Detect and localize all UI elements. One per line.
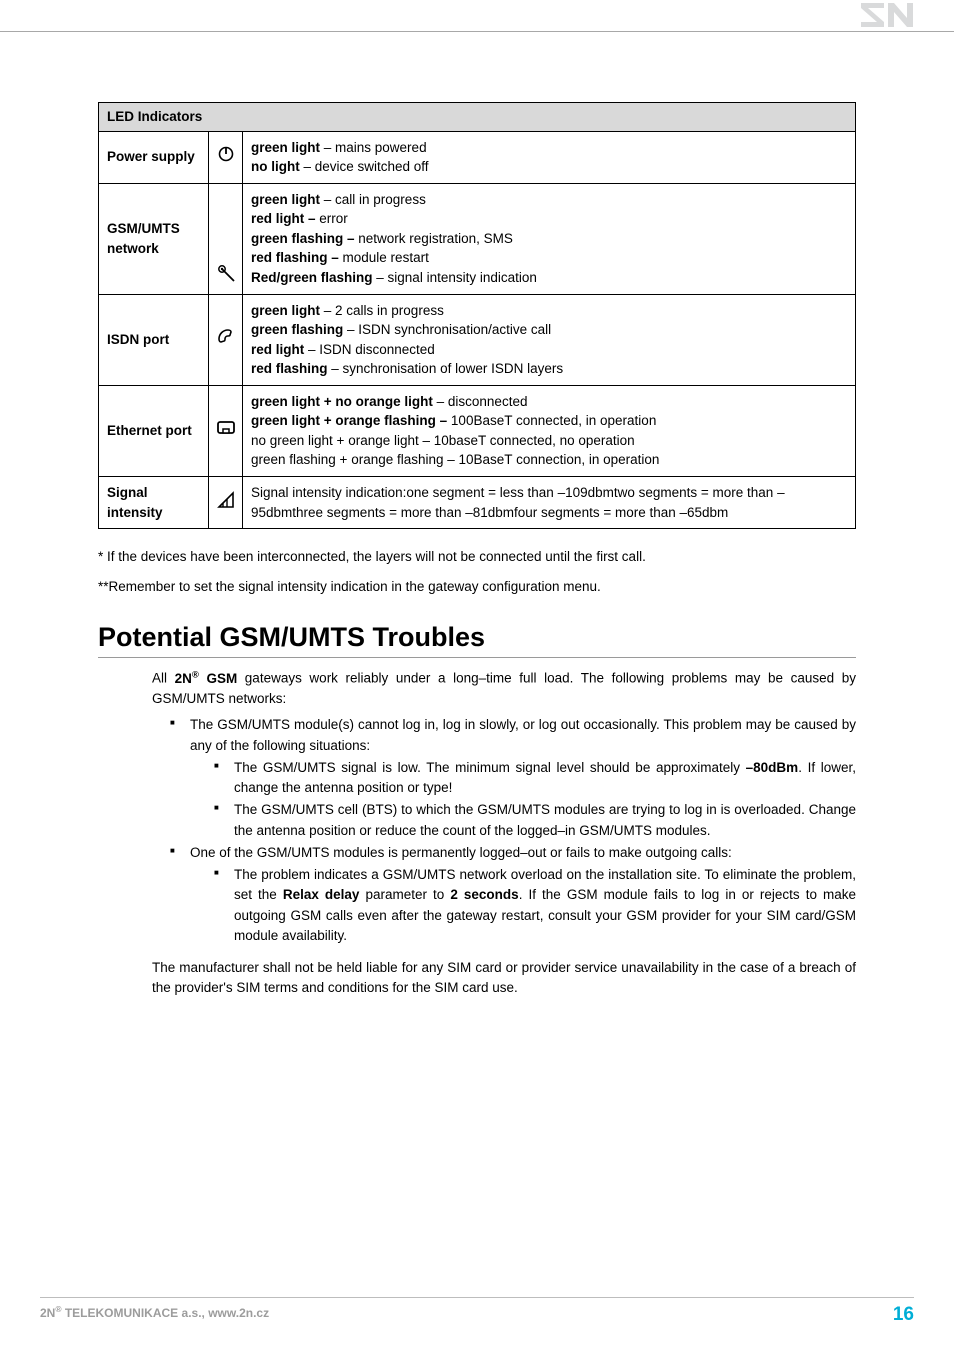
row-desc: Signal intensity indication:one segment …: [243, 477, 856, 529]
list-item: The GSM/UMTS cell (BTS) to which the GSM…: [234, 800, 856, 841]
table-footnotes: * If the devices have been interconnecte…: [98, 547, 856, 596]
page-content: LED Indicators Power supply green light …: [0, 32, 954, 999]
footnote-2: **Remember to set the signal intensity i…: [98, 577, 856, 597]
top-bar: [0, 0, 954, 32]
antenna-icon: [209, 183, 243, 294]
intro-paragraph: All 2N® GSM gateways work reliably under…: [152, 668, 856, 709]
table-row: Signal intensity Signal intensity indica…: [99, 477, 856, 529]
row-label: Power supply: [99, 131, 209, 183]
list-item: One of the GSM/UMTS modules is permanent…: [190, 843, 856, 946]
row-desc: green light – call in progress red light…: [243, 183, 856, 294]
footnote-1: * If the devices have been interconnecte…: [98, 547, 856, 567]
row-label: Signal intensity: [99, 477, 209, 529]
table-row: Power supply green light – mains powered…: [99, 131, 856, 183]
row-desc: green light + no orange light – disconne…: [243, 385, 856, 476]
power-icon: [209, 131, 243, 183]
row-label: Ethernet port: [99, 385, 209, 476]
signal-icon: [209, 477, 243, 529]
row-desc: green light – mains powered no light – d…: [243, 131, 856, 183]
led-indicators-table: LED Indicators Power supply green light …: [98, 102, 856, 529]
row-label: ISDN port: [99, 294, 209, 385]
page-footer: 2N® TELEKOMUNIKACE a.s., www.2n.cz 16: [40, 1297, 914, 1326]
row-label: GSM/UMTS network: [99, 183, 209, 294]
list-item: The GSM/UMTS module(s) cannot log in, lo…: [190, 715, 856, 841]
closing-paragraph: The manufacturer shall not be held liabl…: [152, 958, 856, 999]
table-row: Ethernet port green light + no orange li…: [99, 385, 856, 476]
table-header: LED Indicators: [99, 103, 856, 132]
table-row: GSM/UMTS network green light – call in p…: [99, 183, 856, 294]
list-item: The problem indicates a GSM/UMTS network…: [234, 865, 856, 946]
page-number: 16: [893, 1304, 914, 1326]
table-row: ISDN port green light – 2 calls in progr…: [99, 294, 856, 385]
section-body: All 2N® GSM gateways work reliably under…: [98, 668, 856, 998]
ethernet-icon: [209, 385, 243, 476]
footer-text: 2N® TELEKOMUNIKACE a.s., www.2n.cz: [40, 1306, 269, 1320]
phone-icon: [209, 294, 243, 385]
bullet-list: The GSM/UMTS module(s) cannot log in, lo…: [152, 715, 856, 946]
list-item: The GSM/UMTS signal is low. The minimum …: [234, 758, 856, 799]
row-desc: green light – 2 calls in progress green …: [243, 294, 856, 385]
section-heading: Potential GSM/UMTS Troubles: [98, 622, 856, 658]
brand-logo: [860, 2, 914, 33]
